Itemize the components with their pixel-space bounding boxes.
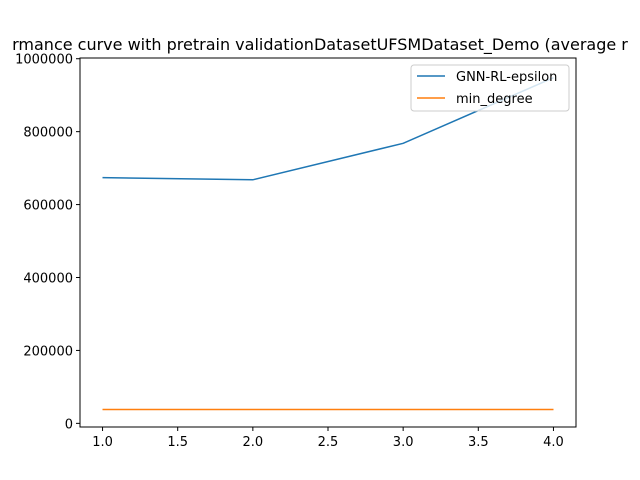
- legend-label-gnn-rl-epsilon: GNN-RL-epsilon: [456, 70, 557, 85]
- y-tick-label: 800000: [23, 126, 73, 141]
- y-axis: 0 200000 400000 600000 800000 1000000: [15, 53, 80, 432]
- y-tick-label: 200000: [23, 344, 73, 359]
- y-tick-label: 400000: [23, 272, 73, 287]
- x-tick-label: 3.5: [468, 435, 489, 450]
- legend-label-min-degree: min_degree: [456, 92, 533, 107]
- x-tick-label: 4.0: [543, 435, 564, 450]
- x-axis: 1.0 1.5 2.0 2.5 3.0 3.5 4.0: [92, 427, 564, 450]
- x-tick-label: 2.0: [243, 435, 264, 450]
- y-tick-label: 600000: [23, 199, 73, 214]
- x-tick-label: 1.5: [167, 435, 188, 450]
- y-tick-label: 1000000: [15, 53, 73, 68]
- legend-box: [410, 64, 570, 112]
- x-tick-label: 2.5: [318, 435, 339, 450]
- x-tick-label: 3.0: [393, 435, 414, 450]
- series-layer: [102, 77, 554, 411]
- legend: GNN-RL-epsilon min_degree: [410, 64, 570, 112]
- x-tick-label: 1.0: [92, 435, 113, 450]
- plot-frame: [79, 57, 577, 428]
- chart-title: rmance curve with pretrain validationDat…: [12, 35, 628, 55]
- plot-area: [79, 57, 577, 428]
- y-tick-label: 0: [65, 417, 73, 432]
